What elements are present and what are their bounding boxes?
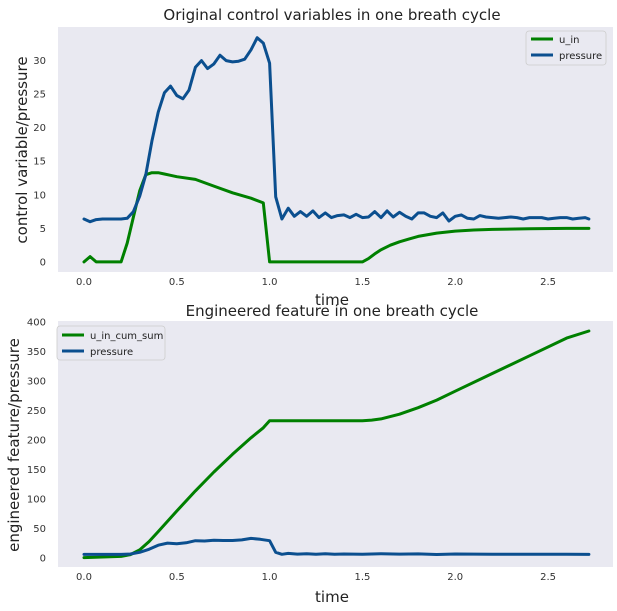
- y-tick-label: 150: [27, 465, 46, 476]
- y-tick-label: 10: [33, 190, 46, 201]
- x-tick-label: 1.5: [354, 572, 370, 583]
- y-axis-label-bottom: engineered feature/pressure: [5, 338, 23, 552]
- x-tick-label: 0.0: [76, 572, 92, 583]
- y-ticks-top: 0 5 10 15 20 25 30: [33, 56, 46, 268]
- series-line-u-in-cum-sum: [82, 329, 591, 560]
- y-tick-label: 200: [27, 436, 46, 447]
- y-tick-label: 100: [27, 495, 46, 506]
- chart-title-top: Original control variables in one breath…: [163, 6, 500, 24]
- y-tick-label: 5: [40, 224, 46, 235]
- series-lines-top: [82, 36, 591, 264]
- series-line-pressure: [82, 36, 591, 224]
- legend-label-pressure-bottom: pressure: [90, 347, 133, 358]
- y-tick-label: 250: [27, 406, 46, 417]
- legend-top: u_in pressure: [525, 30, 607, 66]
- y-tick-label: 30: [33, 56, 46, 67]
- legend-label-u-in: u_in: [559, 35, 579, 46]
- y-tick-label: 0: [40, 554, 46, 565]
- x-axis-label-top: time: [315, 291, 349, 309]
- y-tick-label: 0: [40, 257, 46, 268]
- x-ticks-top: 0.0 0.5 1.0 1.5 2.0 2.5: [76, 277, 556, 288]
- chart-title-bottom: Engineered feature in one breath cycle: [186, 302, 479, 320]
- plot-area-bottom: [58, 321, 613, 567]
- y-ticks-bottom: 0 50 100 150 200 250 300 350 400: [27, 318, 46, 565]
- y-tick-label: 300: [27, 377, 46, 388]
- x-tick-label: 2.0: [447, 572, 463, 583]
- chart-top: Original control variables in one breath…: [13, 6, 613, 309]
- series-lines-bottom: [82, 329, 591, 560]
- x-tick-label: 1.0: [262, 277, 278, 288]
- x-tick-label: 0.5: [169, 572, 185, 583]
- y-tick-label: 25: [33, 90, 46, 101]
- y-tick-label: 15: [33, 157, 46, 168]
- y-tick-label: 50: [33, 524, 46, 535]
- y-tick-label: 400: [27, 318, 46, 329]
- y-tick-label: 350: [27, 347, 46, 358]
- legend-label-pressure-top: pressure: [559, 51, 602, 62]
- legend-bottom: u_in_cum_sum pressure: [56, 325, 166, 361]
- x-axis-label-bottom: time: [315, 588, 349, 606]
- series-line-pressure: [82, 536, 591, 556]
- chart-bottom: Engineered feature in one breath cycle t…: [5, 302, 613, 606]
- x-tick-label: 0.5: [169, 277, 185, 288]
- x-tick-label: 2.0: [447, 277, 463, 288]
- legend-label-u-in-cum-sum: u_in_cum_sum: [90, 331, 163, 342]
- y-tick-label: 20: [33, 123, 46, 134]
- x-ticks-bottom: 0.0 0.5 1.0 1.5 2.0 2.5: [76, 572, 556, 583]
- x-tick-label: 2.5: [540, 572, 556, 583]
- x-tick-label: 1.5: [354, 277, 370, 288]
- x-tick-label: 2.5: [540, 277, 556, 288]
- y-axis-label-top: control variable/pressure: [13, 56, 31, 243]
- x-tick-label: 1.0: [262, 572, 278, 583]
- x-tick-label: 0.0: [76, 277, 92, 288]
